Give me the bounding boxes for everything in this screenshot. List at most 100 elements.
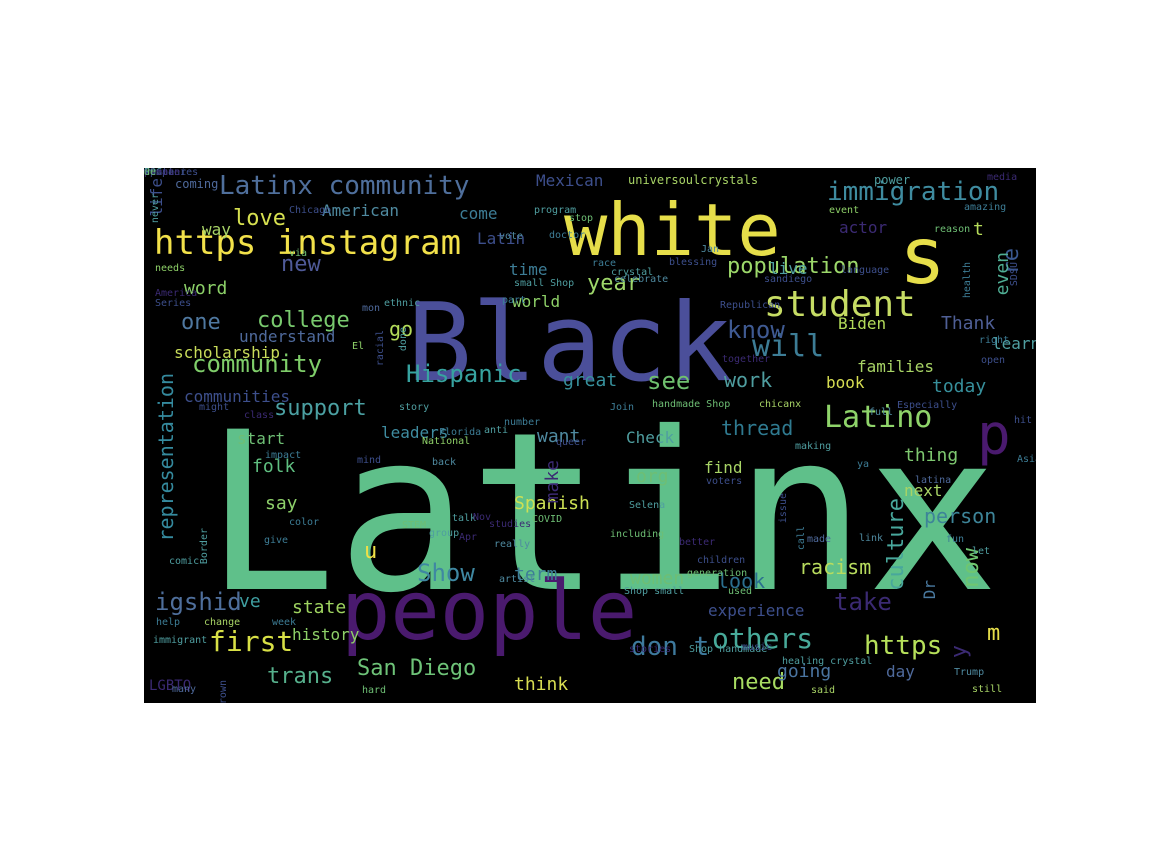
word: https instagram [154, 223, 462, 263]
word: Chicago [289, 205, 332, 216]
word: Asian [1017, 454, 1036, 465]
word: stop [569, 213, 594, 224]
word: let [972, 546, 991, 557]
word: reason [934, 224, 971, 235]
word: language [841, 265, 890, 276]
word: full [869, 407, 894, 418]
word: fun [946, 534, 965, 545]
word: look [717, 569, 766, 593]
word: sandiego [764, 274, 813, 285]
word: open [981, 355, 1006, 366]
word: doctor [549, 230, 586, 241]
word: people [341, 564, 638, 659]
word: population [727, 254, 860, 279]
word: thread [721, 416, 794, 440]
word: healing crystal [782, 656, 873, 667]
word: y [947, 645, 972, 659]
word: part [502, 295, 527, 306]
word: chicanx [759, 399, 802, 410]
word: SDSU [1009, 262, 1020, 287]
word: go [389, 317, 414, 341]
word: work [724, 368, 773, 392]
word: racism [799, 555, 872, 579]
word: change [204, 617, 241, 628]
word: Apr [459, 532, 478, 543]
word: story [399, 402, 430, 413]
word: color [289, 517, 320, 528]
word: voters [706, 476, 743, 487]
word: said [811, 685, 836, 696]
word: week [272, 617, 297, 628]
word: Dr [920, 580, 939, 600]
word: need [732, 670, 785, 695]
word: student [764, 284, 916, 325]
word: Check [626, 428, 675, 447]
word: scholarship [174, 343, 280, 362]
word: racial [375, 330, 386, 367]
word: say [265, 493, 298, 514]
word: want [537, 426, 581, 447]
word: link [859, 533, 884, 544]
word: still [972, 684, 1003, 695]
word: bc [144, 168, 157, 178]
word: El [352, 341, 365, 352]
word: Series [155, 298, 192, 309]
word: Brown [218, 680, 229, 703]
word: talk [452, 513, 477, 524]
word: never [150, 193, 161, 224]
word: children [697, 555, 746, 566]
word: artist [499, 574, 536, 585]
word: great [563, 370, 618, 391]
word: make [542, 460, 563, 504]
word: others [712, 622, 814, 655]
word: going [777, 661, 832, 682]
word: latina [915, 475, 952, 486]
word: issue [778, 493, 789, 524]
word: find [704, 458, 743, 477]
word: LGBTQ [149, 678, 192, 694]
word: Shop small [624, 586, 685, 597]
word: immigrant [153, 635, 208, 646]
word: immigration [827, 177, 1000, 207]
word: see [647, 367, 691, 395]
word: p [977, 403, 1011, 468]
word: Show [417, 559, 475, 587]
word: Join [610, 402, 635, 413]
word: world [512, 292, 561, 311]
word: year [587, 271, 640, 296]
word: understand [239, 327, 336, 346]
word: number [504, 417, 541, 428]
word: book [826, 373, 865, 392]
word: support [274, 396, 367, 421]
word: queer [556, 437, 587, 448]
word: Latino [824, 400, 933, 435]
word: Spanish [514, 493, 590, 514]
word: Latinx community [219, 171, 470, 201]
word: m [987, 621, 1001, 646]
word: person [924, 504, 997, 528]
word: Hispanic [406, 360, 522, 388]
word: Shop handmade [689, 644, 768, 655]
word: really [494, 539, 531, 550]
word: igshid [155, 588, 242, 616]
word: de [144, 168, 157, 178]
word: music [742, 642, 773, 653]
word: class [244, 410, 275, 421]
word: impact [265, 450, 302, 461]
word: Selena [629, 500, 666, 511]
word: help [156, 617, 181, 628]
word: many [172, 684, 197, 695]
word: race [592, 258, 617, 269]
word: National [422, 436, 471, 447]
word: term [514, 564, 558, 585]
word: will [752, 329, 825, 364]
word: American [322, 201, 400, 220]
word: today [932, 376, 987, 397]
word: don t [631, 632, 710, 662]
word: made [807, 534, 832, 545]
word: together [722, 354, 771, 365]
word: word [184, 278, 228, 299]
word: Mexican [536, 171, 604, 190]
word: culture [884, 498, 909, 591]
word: via [289, 248, 308, 259]
